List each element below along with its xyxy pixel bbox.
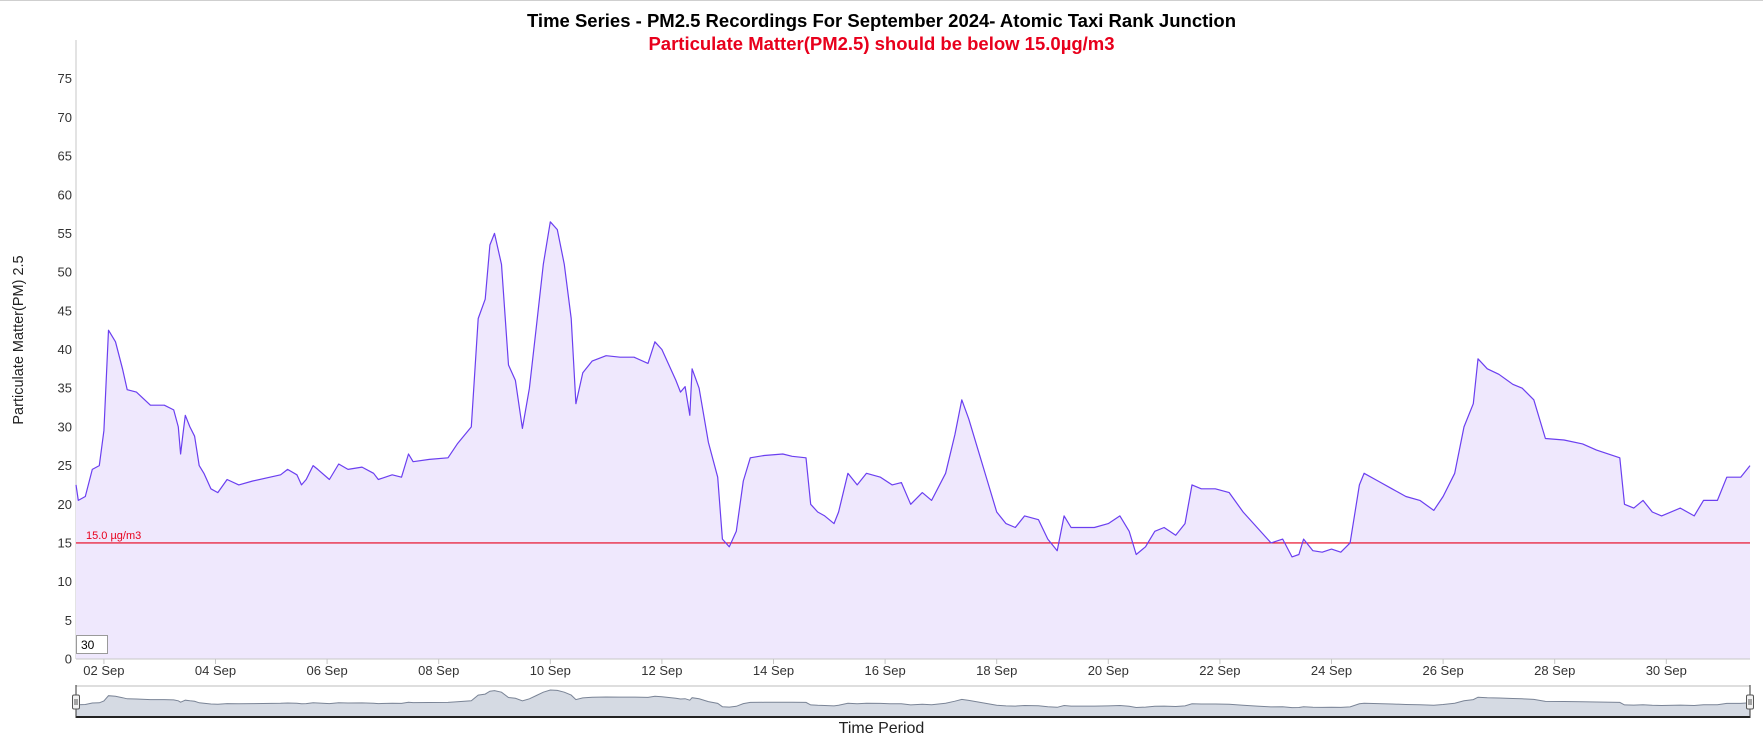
- x-tick-label: 28 Sep: [1534, 663, 1575, 678]
- chart-subtitle: Particulate Matter(PM2.5) should be belo…: [648, 33, 1115, 54]
- y-tick-label: 25: [58, 458, 72, 473]
- navigator-handle-right[interactable]: [1746, 694, 1754, 710]
- x-tick-label: 22 Sep: [1199, 663, 1240, 678]
- x-tick-label: 10 Sep: [530, 663, 571, 678]
- y-tick-label: 30: [58, 419, 72, 434]
- navigator-handle-left[interactable]: [72, 694, 80, 710]
- y-tick-label: 75: [58, 71, 72, 86]
- x-tick-label: 18 Sep: [976, 663, 1017, 678]
- y-tick-label: 5: [65, 613, 72, 628]
- navigator-handle-body: [1746, 694, 1754, 710]
- y-tick-label: 70: [58, 110, 72, 125]
- y-tick-label: 20: [58, 497, 72, 512]
- y-tick-label: 65: [58, 149, 72, 164]
- navigator-handle-body: [72, 694, 80, 710]
- series-area: [76, 221, 1750, 660]
- y-tick-label: 50: [58, 265, 72, 280]
- y-tick-label: 55: [58, 226, 72, 241]
- y-tick-label: 60: [58, 187, 72, 202]
- y-tick-label: 45: [58, 303, 72, 318]
- x-tick-label: 30 Sep: [1646, 663, 1687, 678]
- x-tick-label: 24 Sep: [1311, 663, 1352, 678]
- x-tick-label: 26 Sep: [1422, 663, 1463, 678]
- x-axis-label: Time Period: [838, 720, 925, 737]
- chart-title: Time Series - PM2.5 Recordings For Septe…: [526, 10, 1237, 31]
- y-tick-label: 0: [65, 652, 72, 667]
- x-tick-label: 08 Sep: [418, 663, 459, 678]
- x-tick-label: 16 Sep: [864, 663, 905, 678]
- y-tick-label: 40: [58, 342, 72, 357]
- top-border: [0, 0, 1763, 1]
- navigator-line: [75, 689, 1751, 709]
- y-tick-label: 35: [58, 381, 72, 396]
- x-tick-label: 06 Sep: [306, 663, 347, 678]
- x-tick-label: 20 Sep: [1088, 663, 1129, 678]
- y-tick-label: 15: [58, 535, 72, 550]
- x-tick-label: 02 Sep: [83, 663, 124, 678]
- x-tick-label: 14 Sep: [753, 663, 794, 678]
- x-tick-label: 12 Sep: [641, 663, 682, 678]
- series-line: [75, 221, 1751, 558]
- navigator-area: [76, 690, 1750, 716]
- y-tick-label: 10: [58, 574, 72, 589]
- threshold-label: 15.0 µg/m3: [86, 530, 141, 542]
- x-tick-label: 04 Sep: [195, 663, 236, 678]
- rolling-period-input[interactable]: [76, 635, 108, 654]
